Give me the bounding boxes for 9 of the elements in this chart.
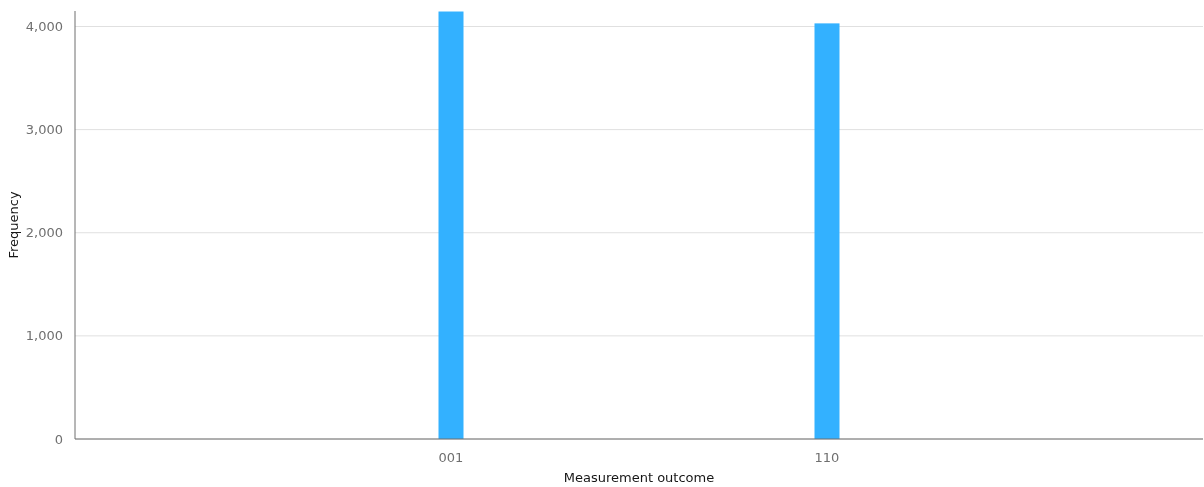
x-tick-label: 001 [438,450,464,465]
y-tick-label: 3,000 [25,122,63,138]
y-tick-label: 0 [54,431,63,447]
y-axis-title: Frequency [6,191,21,259]
y-tick-label: 1,000 [25,328,63,344]
y-tick-label: 4,000 [25,19,63,35]
x-tick-label: 110 [814,450,840,465]
y-tick-label: 2,000 [25,225,63,241]
x-axis-title: Measurement outcome [563,470,715,485]
